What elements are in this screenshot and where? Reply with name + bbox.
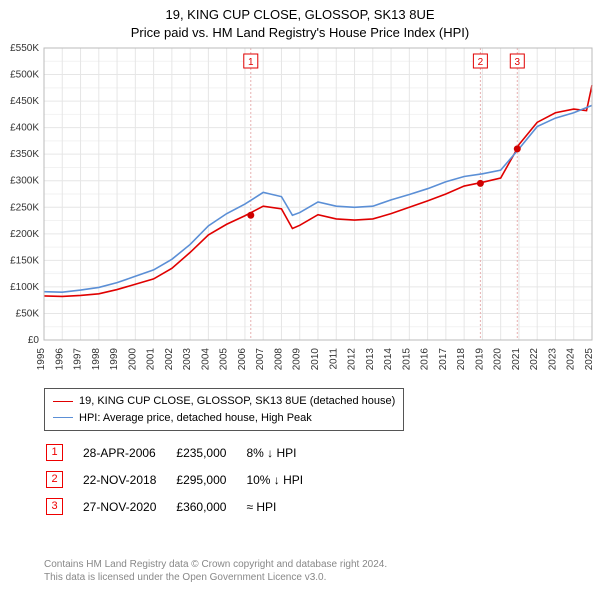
svg-text:2006: 2006 [237, 348, 248, 371]
svg-text:2001: 2001 [146, 348, 157, 371]
svg-text:£0: £0 [28, 335, 40, 346]
legend-swatch [53, 417, 73, 418]
line-chart: £0 £50K £100K £150K £200K £250K £300K £350K £400… [0, 44, 600, 380]
table-row: 1 28-APR-2006£235,0008% ↓ HPI [46, 440, 321, 465]
sale-price: £360,000 [176, 494, 244, 519]
svg-text:1996: 1996 [54, 348, 65, 371]
footer-attribution: Contains HM Land Registry data © Crown c… [44, 558, 387, 584]
sale-price: £235,000 [176, 440, 244, 465]
svg-text:£550K: £550K [10, 44, 39, 54]
sale-price: £295,000 [176, 467, 244, 492]
svg-text:2016: 2016 [420, 348, 431, 371]
svg-text:2007: 2007 [255, 348, 266, 371]
svg-text:2017: 2017 [438, 348, 449, 371]
title-line1: 19, KING CUP CLOSE, GLOSSOP, SK13 8UE [0, 6, 600, 24]
legend-label: 19, KING CUP CLOSE, GLOSSOP, SK13 8UE (d… [79, 393, 395, 410]
legend-item: HPI: Average price, detached house, High… [53, 410, 395, 427]
svg-text:2011: 2011 [328, 348, 339, 370]
title-line2: Price paid vs. HM Land Registry's House … [0, 24, 600, 42]
marker-box: 3 [46, 498, 63, 515]
sale-date: 22-NOV-2018 [83, 467, 174, 492]
svg-text:2013: 2013 [365, 348, 376, 371]
sale-delta: 10% ↓ HPI [246, 467, 321, 492]
svg-text:2002: 2002 [164, 348, 175, 371]
svg-text:£500K: £500K [10, 70, 39, 81]
svg-text:2009: 2009 [292, 348, 303, 371]
svg-text:£250K: £250K [10, 202, 39, 213]
svg-text:2004: 2004 [200, 348, 211, 371]
svg-text:2003: 2003 [182, 348, 193, 371]
svg-text:£400K: £400K [10, 123, 39, 134]
svg-text:£200K: £200K [10, 229, 39, 240]
svg-text:2021: 2021 [511, 348, 522, 371]
svg-text:2025: 2025 [584, 348, 595, 371]
sale-date: 27-NOV-2020 [83, 494, 174, 519]
svg-text:1: 1 [248, 57, 254, 68]
table-row: 2 22-NOV-2018£295,00010% ↓ HPI [46, 467, 321, 492]
footer-line2: This data is licensed under the Open Gov… [44, 571, 387, 584]
chart-title: 19, KING CUP CLOSE, GLOSSOP, SK13 8UE Pr… [0, 0, 600, 41]
sale-date: 28-APR-2006 [83, 440, 174, 465]
svg-text:2012: 2012 [347, 348, 358, 371]
svg-text:2000: 2000 [127, 348, 138, 371]
svg-text:2019: 2019 [474, 348, 485, 371]
legend-swatch [53, 401, 73, 402]
svg-text:£50K: £50K [16, 308, 40, 319]
footer-line1: Contains HM Land Registry data © Crown c… [44, 558, 387, 571]
svg-text:2024: 2024 [566, 348, 577, 371]
marker-box: 2 [46, 471, 63, 488]
svg-text:3: 3 [515, 57, 521, 68]
svg-text:1995: 1995 [36, 348, 47, 371]
chart-container: { "title_line1":"19, KING CUP CLOSE, GLO… [0, 0, 600, 590]
svg-text:2005: 2005 [219, 348, 230, 371]
svg-text:2008: 2008 [273, 348, 284, 371]
legend-item: 19, KING CUP CLOSE, GLOSSOP, SK13 8UE (d… [53, 393, 395, 410]
svg-text:2023: 2023 [547, 348, 558, 371]
svg-text:£100K: £100K [10, 282, 39, 293]
table-row: 3 27-NOV-2020£360,000≈ HPI [46, 494, 321, 519]
legend-label: HPI: Average price, detached house, High… [79, 410, 312, 427]
svg-text:2022: 2022 [529, 348, 540, 371]
svg-text:£300K: £300K [10, 176, 39, 187]
sale-delta: ≈ HPI [246, 494, 321, 519]
svg-text:£150K: £150K [10, 255, 39, 266]
marker-box: 1 [46, 444, 63, 461]
svg-text:2: 2 [478, 57, 484, 68]
legend: 19, KING CUP CLOSE, GLOSSOP, SK13 8UE (d… [44, 388, 404, 431]
sales-table: 1 28-APR-2006£235,0008% ↓ HPI 2 22-NOV-2018… [44, 438, 323, 521]
svg-text:2015: 2015 [401, 348, 412, 371]
svg-text:£450K: £450K [10, 96, 39, 107]
sale-delta: 8% ↓ HPI [246, 440, 321, 465]
svg-text:£350K: £350K [10, 149, 39, 160]
svg-text:2018: 2018 [456, 348, 467, 371]
svg-text:2020: 2020 [493, 348, 504, 371]
svg-text:2010: 2010 [310, 348, 321, 371]
svg-text:2014: 2014 [383, 348, 394, 371]
svg-text:1997: 1997 [73, 348, 84, 371]
svg-text:1998: 1998 [91, 348, 102, 371]
svg-text:1999: 1999 [109, 348, 120, 371]
